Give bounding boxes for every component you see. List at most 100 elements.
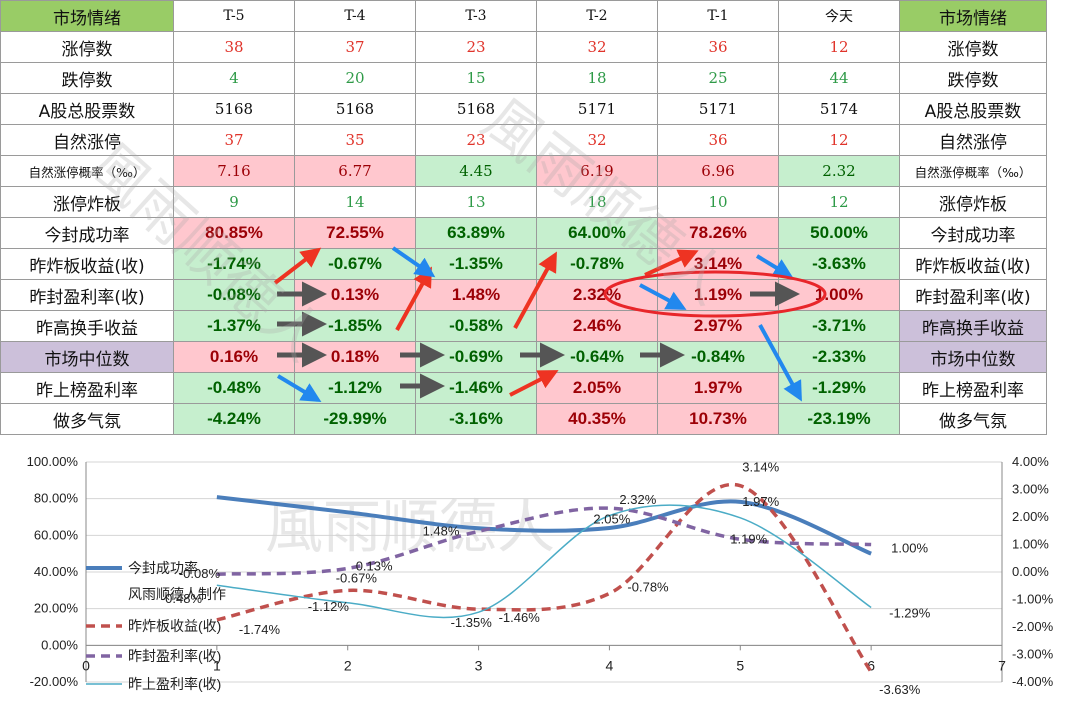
y-right-tick-label: 2.00% xyxy=(1012,509,1049,524)
y-left-tick-label: 20.00% xyxy=(34,601,79,616)
table-row: 今封成功率 80.85% 72.55% 63.89% 64.00% 78.26% 50.00… xyxy=(0,217,1047,249)
table-cell: 3.14% xyxy=(657,248,779,280)
table-cell: 6.96 xyxy=(657,155,779,187)
table-cell: 6.77 xyxy=(294,155,416,187)
table-row: 昨炸板收益(收) -1.74% -0.67% -1.35% -0.78% 3.14% -3.… xyxy=(0,248,1047,280)
y-right-tick-label: -1.00% xyxy=(1012,592,1054,607)
table-cell: 1.19% xyxy=(657,279,779,311)
table-cell: -0.08% xyxy=(173,279,295,311)
table-cell: 2.46% xyxy=(536,310,658,342)
series-line xyxy=(216,506,872,576)
table-cell: 4 xyxy=(173,62,295,94)
table-cell: 35 xyxy=(294,124,416,156)
table-row: 昨封盈利率(收) -0.08% 0.13% 1.48% 2.32% 1.19% 1.00% 昨… xyxy=(0,279,1047,311)
table-row: 自然涨停 37 35 23 32 36 12 自然涨停 xyxy=(0,124,1047,156)
table-cell: -2.33% xyxy=(778,341,900,373)
x-tick-label: 2 xyxy=(344,657,352,673)
x-tick-label: 7 xyxy=(998,657,1006,673)
data-label: -3.63% xyxy=(879,682,921,697)
table-cell: 2.32% xyxy=(536,279,658,311)
x-tick-label: 0 xyxy=(82,657,90,673)
table-cell: 10 xyxy=(657,186,779,218)
table-cell: 5168 xyxy=(294,93,416,125)
table-cell: -3.63% xyxy=(778,248,900,280)
row-label: 自然涨停概率（‰） xyxy=(0,155,174,187)
row-label: A股总股票数 xyxy=(0,93,174,125)
data-label: 1.19% xyxy=(730,531,767,546)
data-label: -0.48% xyxy=(161,591,203,606)
legend-label: 昨封盈利率(收) xyxy=(128,648,221,664)
row-label: 今封成功率 xyxy=(0,217,174,249)
y-right-tick-label: -2.00% xyxy=(1012,619,1054,634)
series-line xyxy=(216,482,873,673)
table-row: 做多气氛 -4.24% -29.99% -3.16% 40.35% 10.73% -23.1… xyxy=(0,403,1047,435)
table-cell: -29.99% xyxy=(294,403,416,435)
data-label: -1.12% xyxy=(308,599,350,614)
x-tick-label: 6 xyxy=(867,657,875,673)
table-cell: 18 xyxy=(536,62,658,94)
table-row: 昨上榜盈利率 -0.48% -1.12% -1.46% 2.05% 1.97% -1.29%… xyxy=(0,372,1047,404)
table-cell: 2.32 xyxy=(778,155,900,187)
table-cell: 36 xyxy=(657,124,779,156)
y-right-tick-label: -3.00% xyxy=(1012,647,1054,662)
table-cell: -1.12% xyxy=(294,372,416,404)
y-left-tick-label: 0.00% xyxy=(41,637,78,652)
table-cell: 9 xyxy=(173,186,295,218)
table-cell: 12 xyxy=(778,31,900,63)
table-cell: -23.19% xyxy=(778,403,900,435)
table-cell: 5168 xyxy=(173,93,295,125)
table-cell: -0.78% xyxy=(536,248,658,280)
data-label: 1.48% xyxy=(423,523,460,538)
x-tick-label: 5 xyxy=(736,657,744,673)
table-cell: 37 xyxy=(173,124,295,156)
table-cell: -4.24% xyxy=(173,403,295,435)
data-label: -0.78% xyxy=(627,579,669,594)
y-right-tick-label: 4.00% xyxy=(1012,454,1049,469)
column-header-0: T-5 xyxy=(173,0,295,32)
data-label: -1.35% xyxy=(451,615,493,630)
y-right-tick-label: 1.00% xyxy=(1012,537,1049,552)
y-right-tick-label: -4.00% xyxy=(1012,674,1054,689)
table-cell: 78.26% xyxy=(657,217,779,249)
market-sentiment-table: 市场情绪 T-5 T-4 T-3 T-2 T-1 今天 市场情绪 涨停数 38 37 23 32 36 12… xyxy=(0,0,1047,435)
x-tick-label: 3 xyxy=(475,657,483,673)
table-cell: 37 xyxy=(294,31,416,63)
table-cell: 12 xyxy=(778,124,900,156)
column-header-2: T-3 xyxy=(415,0,537,32)
data-label: 3.14% xyxy=(742,460,779,475)
data-label: -1.74% xyxy=(239,622,281,637)
table-cell: -1.37% xyxy=(173,310,295,342)
column-header-4: T-1 xyxy=(657,0,779,32)
row-label: 涨停炸板 xyxy=(0,186,174,218)
y-left-tick-label: 40.00% xyxy=(34,564,79,579)
data-label: -1.29% xyxy=(889,605,931,620)
table-cell: 5171 xyxy=(657,93,779,125)
column-header-5: 今天 xyxy=(778,0,900,32)
row-label: 做多气氛 xyxy=(0,403,174,435)
table-cell: 10.73% xyxy=(657,403,779,435)
row-label-right: 昨上榜盈利率 xyxy=(899,372,1047,404)
data-label: -0.08% xyxy=(179,566,221,581)
table-cell: -3.71% xyxy=(778,310,900,342)
row-label: 跌停数 xyxy=(0,62,174,94)
legend-note: 风雨顺德人制作 xyxy=(128,586,226,602)
y-left-tick-label: 60.00% xyxy=(34,527,79,542)
table-cell: 32 xyxy=(536,31,658,63)
table-row: 自然涨停概率（‰） 7.16 6.77 4.45 6.19 6.96 2.32 自然涨停概率（… xyxy=(0,155,1047,187)
table-cell: -0.64% xyxy=(536,341,658,373)
table-row: 涨停炸板 9 14 13 18 10 12 涨停炸板 xyxy=(0,186,1047,218)
column-header-3: T-2 xyxy=(536,0,658,32)
row-label: 昨炸板收益(收) xyxy=(0,248,174,280)
table-row: 涨停数 38 37 23 32 36 12 涨停数 xyxy=(0,31,1047,63)
table-cell: 32 xyxy=(536,124,658,156)
table-row: A股总股票数 5168 5168 5168 5171 5171 5174 A股总股票数 xyxy=(0,93,1047,125)
row-label: 自然涨停 xyxy=(0,124,174,156)
table-cell: 1.97% xyxy=(657,372,779,404)
table-cell: -0.67% xyxy=(294,248,416,280)
table-cell: 1.48% xyxy=(415,279,537,311)
table-cell: -0.48% xyxy=(173,372,295,404)
table-cell: -3.16% xyxy=(415,403,537,435)
row-label: 涨停数 xyxy=(0,31,174,63)
y-left-tick-label: 100.00% xyxy=(27,454,79,469)
table-cell: -0.58% xyxy=(415,310,537,342)
